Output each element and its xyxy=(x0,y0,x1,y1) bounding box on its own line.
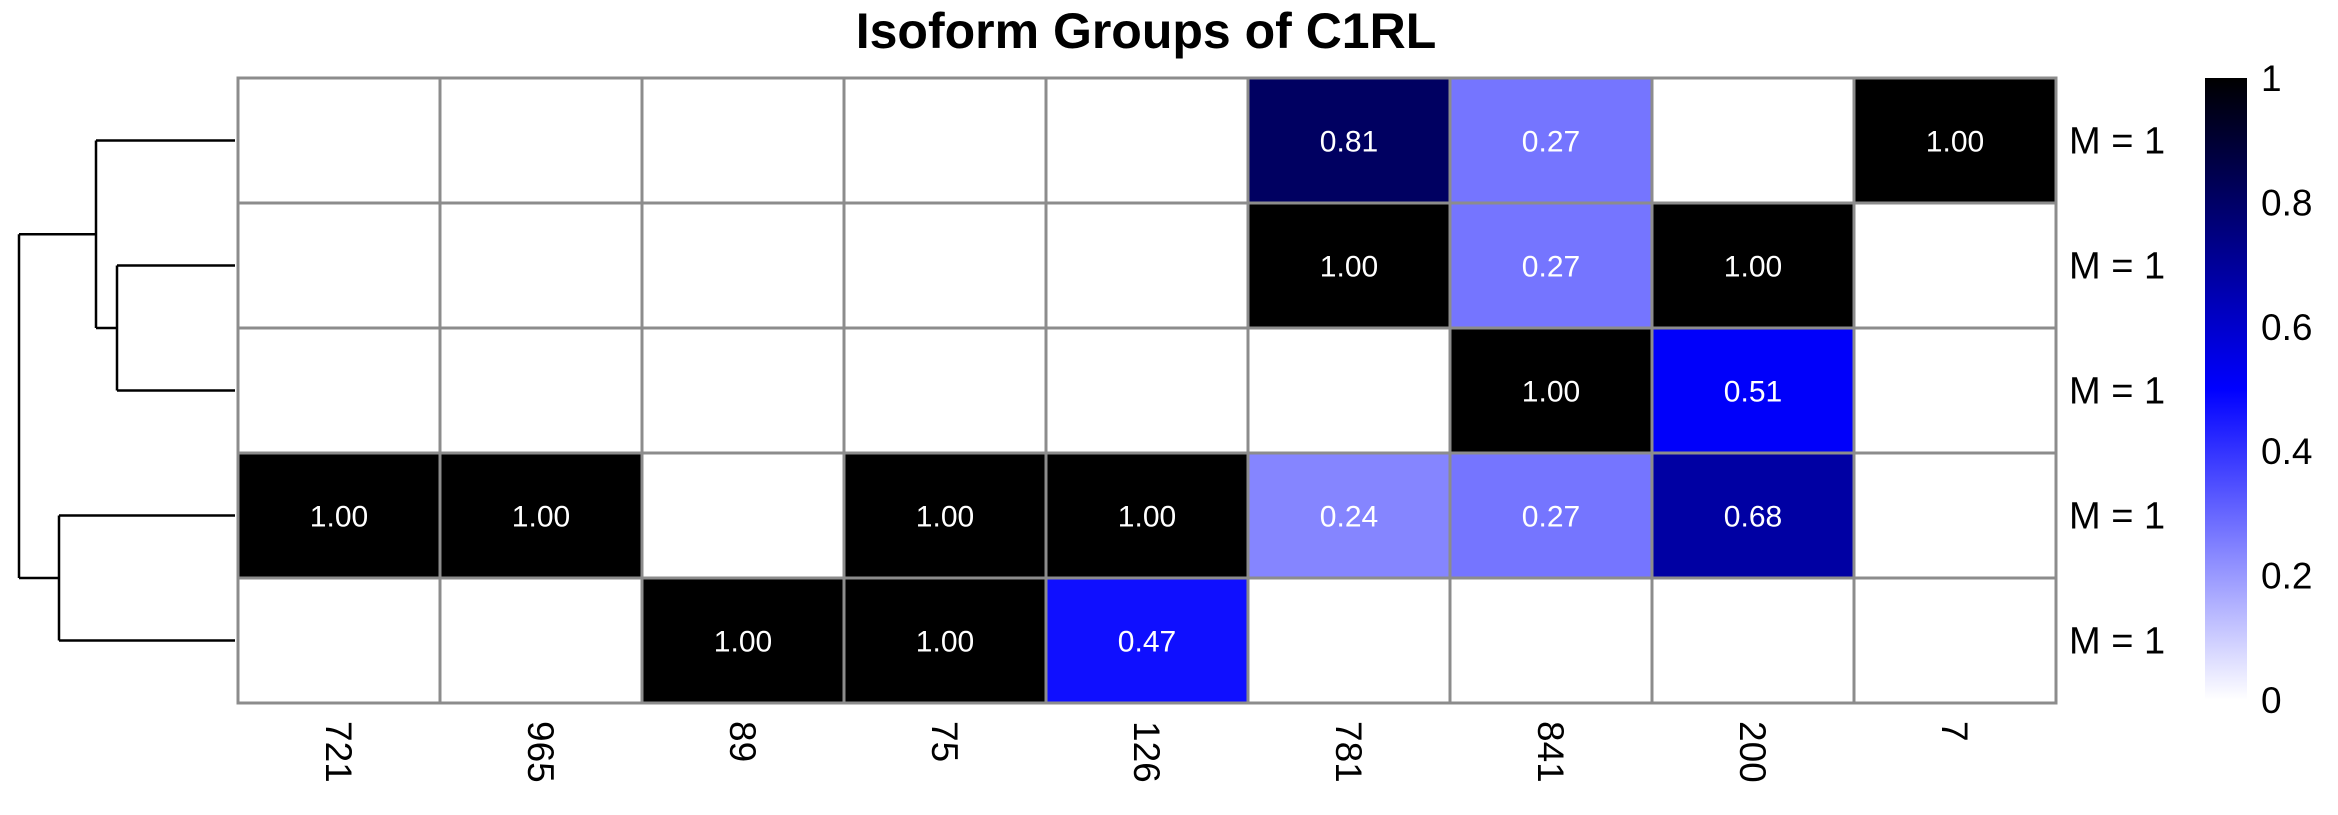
legend-tick-label: 0 xyxy=(2261,680,2282,721)
cell-value-label: 0.68 xyxy=(1724,501,1782,534)
cell-value-label: 1.00 xyxy=(1926,126,1984,159)
heatmap-cell xyxy=(1246,201,1452,330)
heatmap-cell xyxy=(842,76,1048,205)
heatmap-cell xyxy=(438,451,644,580)
heatmap-cell xyxy=(438,326,644,455)
heatmap-cell xyxy=(842,576,1048,705)
heatmap-cell xyxy=(236,576,442,705)
legend-tick-label: 0.6 xyxy=(2261,307,2312,348)
heatmap-cell xyxy=(236,76,442,205)
heatmap-cell xyxy=(1246,76,1452,205)
cell-value-label: 1.00 xyxy=(916,626,974,659)
column-label: 965 xyxy=(520,721,561,783)
heatmap-cell xyxy=(1246,326,1452,455)
color-legend: 0 0.2 0.4 0.6 0.8 1 xyxy=(2205,58,2312,721)
heatmap-cell xyxy=(1044,576,1250,705)
heatmap-cell xyxy=(1650,76,1856,205)
cell-value-label: 1.00 xyxy=(1522,376,1580,409)
heatmap-cell xyxy=(640,76,846,205)
column-label: 200 xyxy=(1732,721,1773,783)
heatmap-cell xyxy=(1650,576,1856,705)
cell-value-label: 0.27 xyxy=(1522,501,1580,534)
column-labels: 721 965 89 75 126 781 841 200 7 xyxy=(318,721,1975,783)
heatmap-cells: 0.81 0.27 1.00 1.00 0.27 1.00 1.00 0.51 1.00 1.00… xyxy=(236,76,2058,705)
heatmap-cell xyxy=(1044,201,1250,330)
cell-value-label: 1.00 xyxy=(714,626,772,659)
heatmap-cell xyxy=(1044,451,1250,580)
heatmap-cell xyxy=(1044,326,1250,455)
cell-value-label: 1.00 xyxy=(1724,251,1782,284)
legend-tick-label: 0.8 xyxy=(2261,182,2312,223)
heatmap-cell xyxy=(842,201,1048,330)
row-label: M = 1 xyxy=(2069,496,2165,538)
heatmap-cell xyxy=(438,201,644,330)
legend-tick-label: 1 xyxy=(2261,58,2282,99)
cell-value-label: 0.24 xyxy=(1320,501,1378,534)
heatmap-cell xyxy=(640,201,846,330)
heatmap-cell xyxy=(438,76,644,205)
heatmap-cell xyxy=(1448,76,1654,205)
row-labels: M = 1 M = 1 M = 1 M = 1 M = 1 xyxy=(2069,121,2165,663)
heatmap-cell xyxy=(236,201,442,330)
heatmap-cell xyxy=(1044,76,1250,205)
cell-value-label: 1.00 xyxy=(512,501,570,534)
heatmap-cell xyxy=(640,451,846,580)
column-label: 721 xyxy=(318,721,359,783)
heatmap-cell xyxy=(640,326,846,455)
chart-title: Isoform Groups of C1RL xyxy=(856,3,1437,59)
row-label: M = 1 xyxy=(2069,371,2165,413)
cell-value-label: 1.00 xyxy=(310,501,368,534)
heatmap-cell xyxy=(1448,326,1654,455)
legend-color-bar xyxy=(2205,78,2247,700)
cell-value-label: 1.00 xyxy=(916,501,974,534)
column-label: 781 xyxy=(1328,721,1369,783)
row-label: M = 1 xyxy=(2069,621,2165,663)
cell-value-label: 1.00 xyxy=(1118,501,1176,534)
heatmap-cell xyxy=(842,326,1048,455)
heatmap-cell xyxy=(1448,576,1654,705)
cell-value-label: 0.27 xyxy=(1522,251,1580,284)
column-label: 841 xyxy=(1530,721,1571,783)
cell-value-label: 0.81 xyxy=(1320,126,1378,159)
heatmap-cell xyxy=(842,451,1048,580)
cell-value-label: 0.47 xyxy=(1118,626,1176,659)
heatmap-cell xyxy=(1852,451,2058,580)
cell-value-label: 1.00 xyxy=(1320,251,1378,284)
heatmap-cell xyxy=(236,451,442,580)
heatmap-cell xyxy=(1852,326,2058,455)
legend-tick-label: 0.2 xyxy=(2261,556,2312,597)
row-label: M = 1 xyxy=(2069,121,2165,163)
heatmap-cell xyxy=(640,576,846,705)
heatmap-cell xyxy=(1852,201,2058,330)
legend-tick-label: 0.4 xyxy=(2261,431,2312,472)
heatmap-cell xyxy=(438,576,644,705)
heatmap-cell xyxy=(1852,576,2058,705)
column-label: 126 xyxy=(1126,721,1167,783)
heatmap-cell xyxy=(1246,576,1452,705)
cell-value-label: 0.27 xyxy=(1522,126,1580,159)
row-label: M = 1 xyxy=(2069,246,2165,288)
column-label: 75 xyxy=(924,721,965,762)
column-label: 7 xyxy=(1934,721,1975,742)
heatmap-cell xyxy=(236,326,442,455)
column-label: 89 xyxy=(722,721,763,762)
cell-value-label: 0.51 xyxy=(1724,376,1782,409)
row-dendrogram xyxy=(17,139,235,642)
